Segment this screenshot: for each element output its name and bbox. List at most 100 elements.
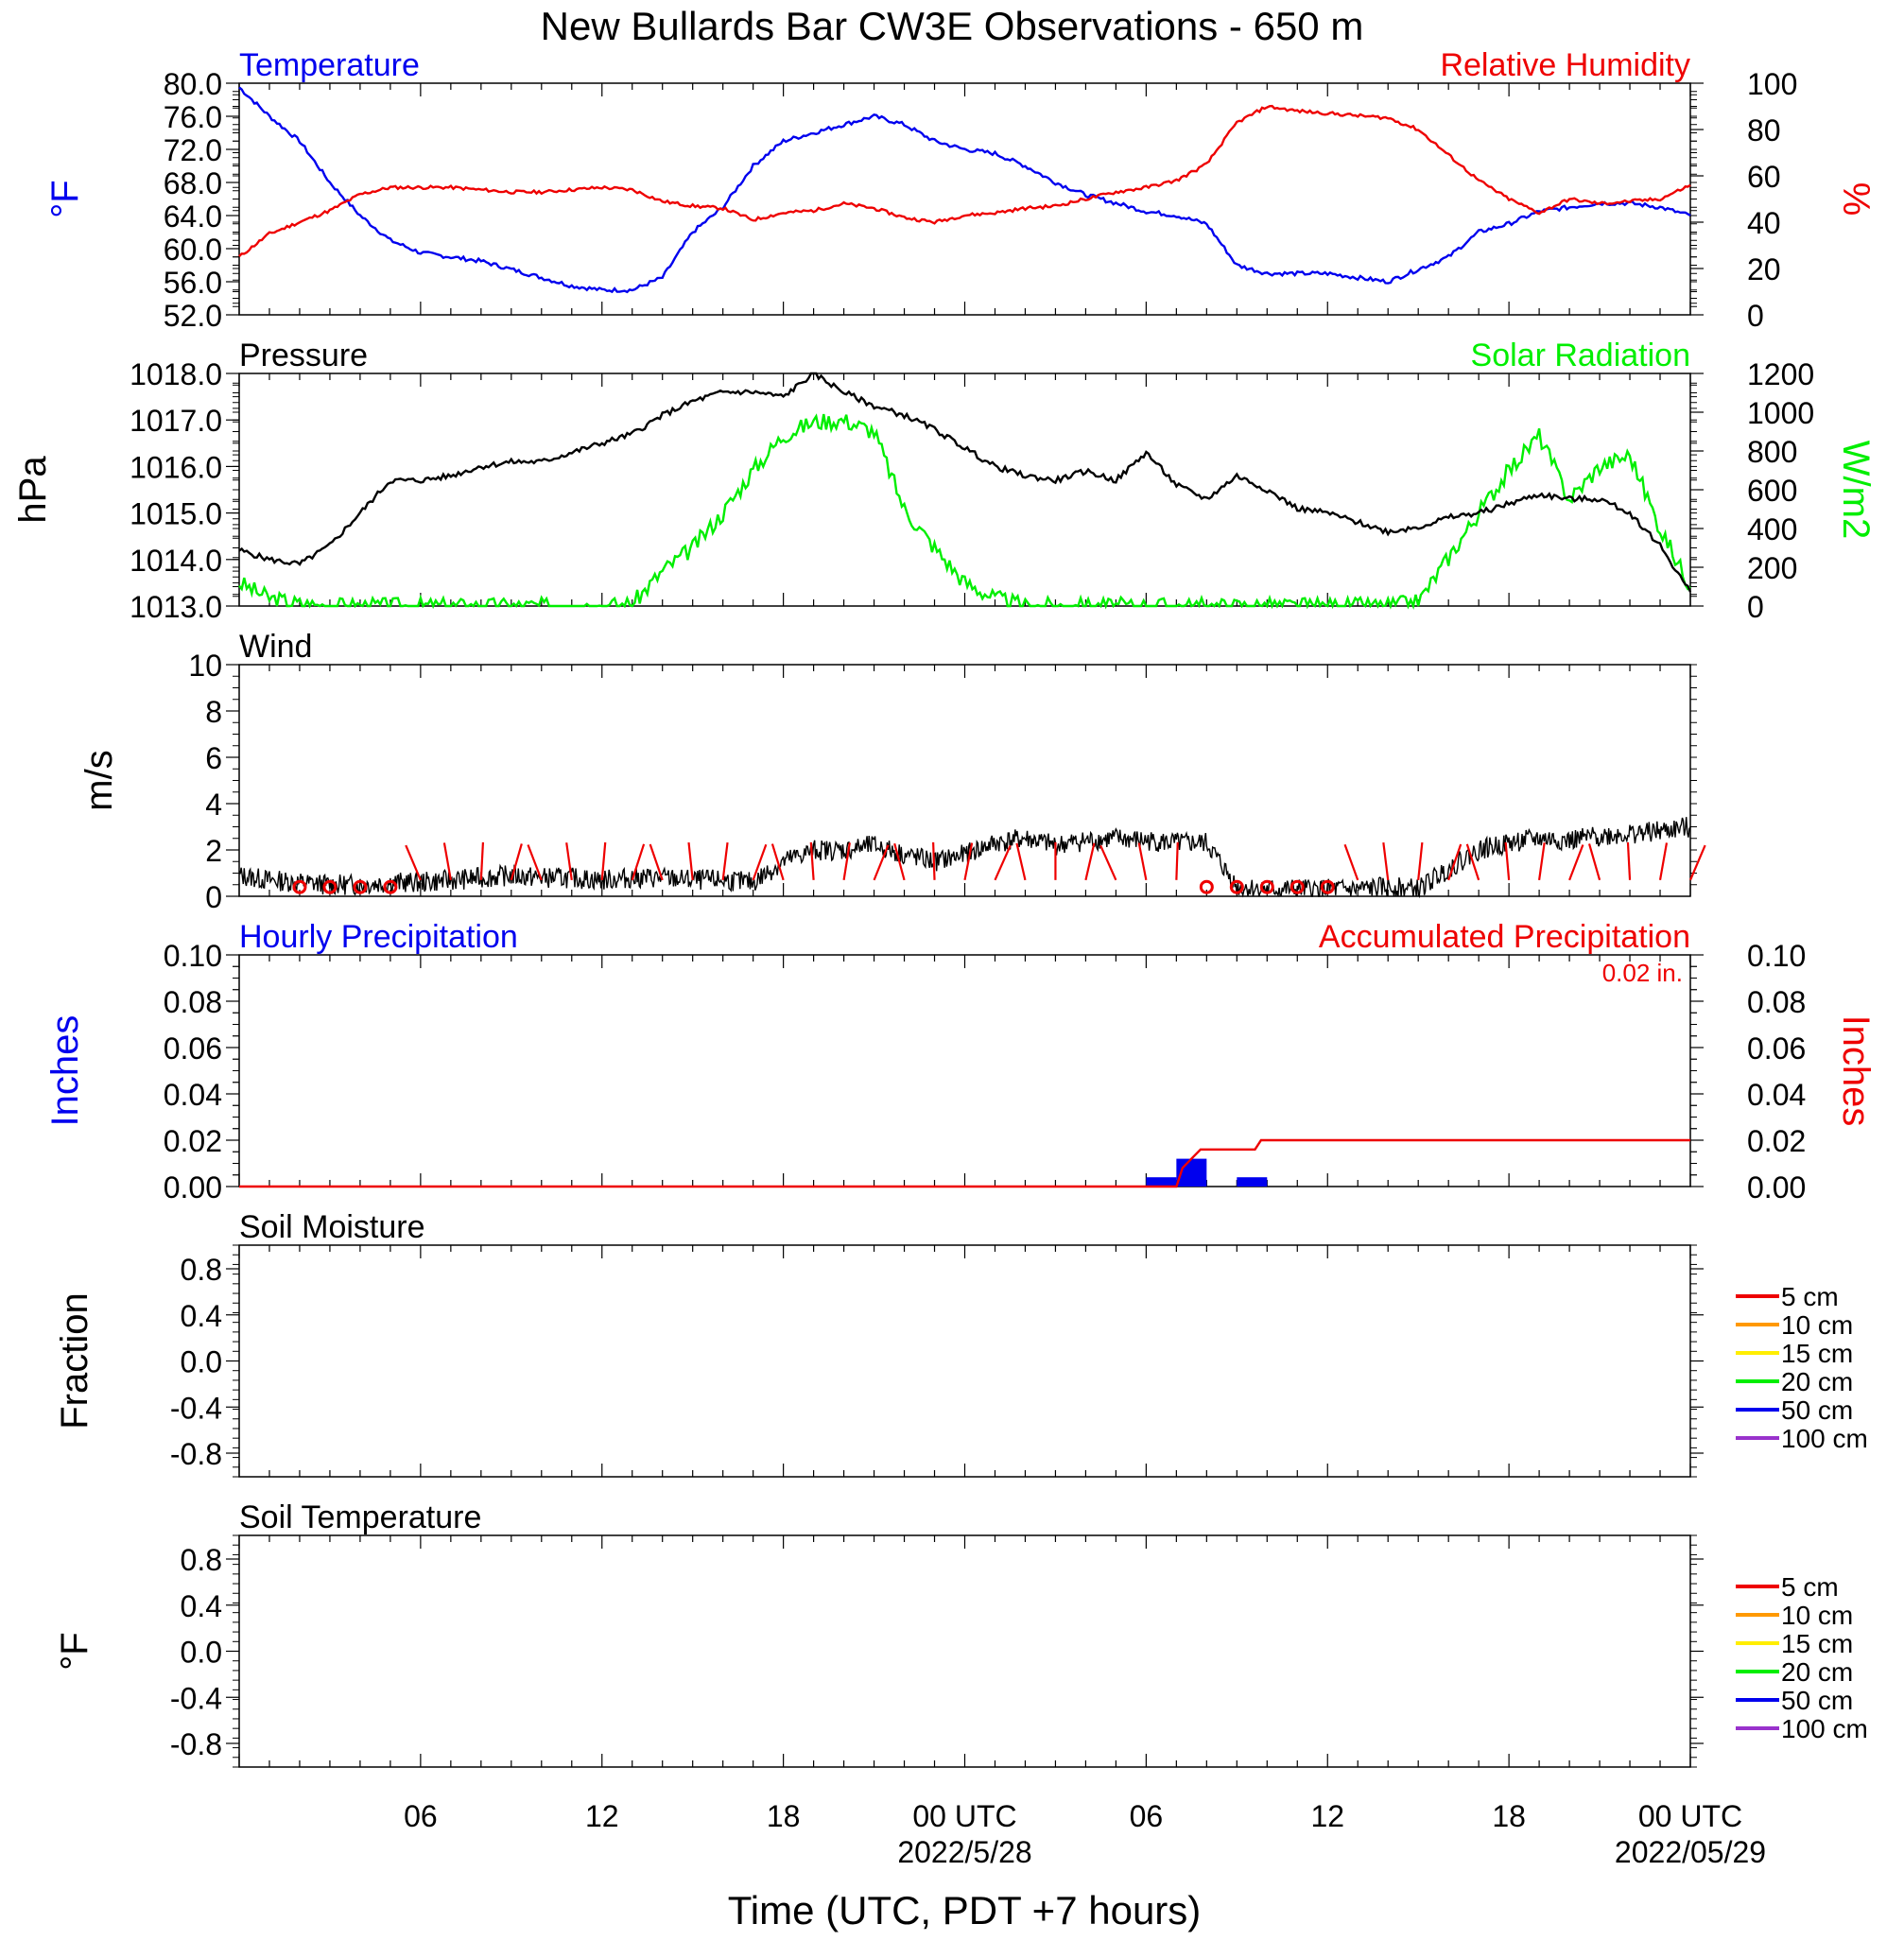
wind-barb	[809, 841, 815, 880]
legend-label: 10 cm	[1781, 1601, 1853, 1630]
y-tick-label-right: 400	[1747, 512, 1797, 546]
y-tick-label-left: 0.06	[164, 1031, 222, 1066]
y-tick-label-right: 800	[1747, 435, 1797, 469]
y-tick-label-left: 1014.0	[130, 544, 222, 578]
wind-calm-marker	[353, 879, 368, 894]
wind-barb	[1417, 841, 1424, 880]
y-tick-label: 6	[205, 741, 222, 775]
chart-title: New Bullards Bar CW3E Observations - 650…	[541, 4, 1364, 48]
wind-barb	[893, 842, 906, 881]
hourly-precip-bar	[1146, 1177, 1177, 1187]
wind-barb	[1688, 844, 1706, 881]
wind-barb	[510, 843, 523, 881]
y-axis-label-right: W/m2	[1835, 441, 1877, 539]
y-axis-label-right: Inches	[1835, 1015, 1877, 1127]
y-tick-label: 2	[205, 834, 222, 868]
y-axis-label: m/s	[78, 750, 120, 810]
y-tick-label-right: 0.02	[1747, 1124, 1806, 1158]
wind-barb	[527, 844, 543, 881]
wind-barb	[721, 842, 729, 880]
panel-title: Wind	[239, 629, 312, 665]
y-tick-label-left: 0.10	[164, 939, 222, 973]
y-tick-label-right: 60	[1747, 160, 1781, 194]
y-tick-label: -0.4	[170, 1681, 222, 1715]
wind-calm-marker	[1290, 879, 1305, 894]
legend-label: 100 cm	[1781, 1714, 1868, 1743]
legend-label: 50 cm	[1781, 1686, 1853, 1715]
wind-barb	[1099, 844, 1117, 881]
y-tick-label-right: 200	[1747, 551, 1797, 585]
y-tick-label: -0.8	[170, 1727, 222, 1761]
y-tick-label-right: 0	[1747, 590, 1764, 624]
panel-title-right: Solar Radiation	[1471, 338, 1690, 373]
y-tick-label-left: 52.0	[164, 299, 222, 333]
legend-label: 20 cm	[1781, 1657, 1853, 1687]
wind-barb	[770, 843, 785, 881]
panel-title-left: Temperature	[239, 47, 420, 83]
y-axis-label: °F	[54, 1632, 95, 1670]
wind-barb	[1084, 842, 1096, 881]
y-tick-label-left: 0.00	[164, 1170, 222, 1204]
y-tick-label-left: 76.0	[164, 100, 222, 134]
y-tick-label-left: 1015.0	[130, 497, 222, 531]
x-tick-label: 00 UTC	[912, 1799, 1016, 1833]
wind-barb	[565, 842, 573, 881]
y-tick-label: 0.0	[181, 1636, 222, 1670]
wind-barb	[631, 843, 646, 881]
y-tick-label-right: 0.04	[1747, 1078, 1806, 1112]
x-tick-label: 06	[1130, 1799, 1164, 1833]
wind-barb	[932, 841, 936, 880]
panel-title: Soil Moisture	[239, 1209, 425, 1245]
wind-barb	[752, 843, 768, 881]
y-tick-label-left: 72.0	[164, 133, 222, 167]
legend-label: 5 cm	[1781, 1282, 1839, 1311]
y-tick-label-right: 0.00	[1747, 1170, 1806, 1204]
y-tick-label-left: 80.0	[164, 67, 222, 101]
wind-barb	[1175, 841, 1179, 880]
wind-barb	[873, 844, 890, 881]
y-tick-label-right: 0.06	[1747, 1031, 1806, 1066]
wind-barb	[405, 844, 422, 881]
panel-title-right: Relative Humidity	[1440, 47, 1690, 83]
panel-frame-5	[238, 1534, 1691, 1768]
accumulated-total-label: 0.02 in.	[1602, 959, 1683, 987]
panel-frame-0	[238, 82, 1691, 316]
panel-frame-4	[238, 1244, 1691, 1478]
wind-calm-marker	[1259, 879, 1274, 894]
y-tick-label: -0.4	[170, 1391, 222, 1425]
y-tick-label: 0.0	[181, 1345, 222, 1379]
x-date-label: 2022/5/28	[897, 1835, 1031, 1869]
y-tick-label: 10	[188, 649, 222, 683]
y-tick-label: 0	[205, 880, 222, 914]
y-tick-label-left: 68.0	[164, 166, 222, 200]
rh-line	[238, 104, 1691, 258]
wind-barb	[649, 843, 664, 881]
wind-barb	[1626, 841, 1632, 880]
wind-calm-marker	[1199, 879, 1214, 894]
x-tick-label: 18	[767, 1799, 801, 1833]
y-tick-label-right: 20	[1747, 252, 1781, 286]
wind-barb	[1587, 843, 1601, 881]
y-tick-label: 0.4	[181, 1299, 222, 1333]
wind-barb	[600, 841, 607, 880]
legend-label: 15 cm	[1781, 1339, 1853, 1368]
y-tick-label: 4	[205, 788, 222, 822]
wind-calm-marker	[383, 879, 398, 894]
hourly-precip-bar	[1237, 1177, 1268, 1187]
legend-label: 5 cm	[1781, 1572, 1839, 1602]
wind-calm-marker	[322, 879, 338, 894]
wind-barb	[994, 844, 1012, 881]
accumulated-precip-line	[239, 1138, 1690, 1188]
y-tick-label-left: 1017.0	[130, 404, 222, 438]
wind-barb	[1568, 844, 1584, 881]
wind-barb	[842, 842, 851, 881]
wind-barb	[1015, 842, 1027, 881]
temperature-line	[238, 86, 1691, 294]
wind-barb	[1658, 842, 1669, 881]
y-tick-label-left: 0.04	[164, 1078, 222, 1112]
y-tick-label-left: 60.0	[164, 233, 222, 267]
y-tick-label-right: 0.08	[1747, 985, 1806, 1019]
x-tick-label: 00 UTC	[1638, 1799, 1742, 1833]
y-tick-label-right: 1200	[1747, 357, 1814, 391]
